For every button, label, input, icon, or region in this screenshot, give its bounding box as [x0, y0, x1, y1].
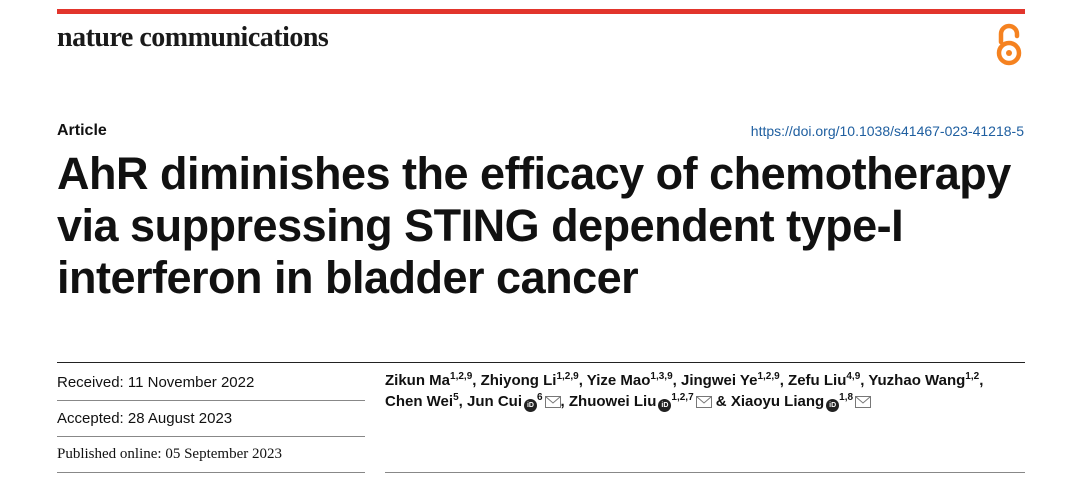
author-affiliation: 1,3,9: [650, 371, 673, 382]
author-separator: ,: [560, 393, 569, 410]
author-separator: &: [711, 393, 731, 410]
open-access-icon: [996, 23, 1022, 66]
mail-icon[interactable]: [544, 396, 561, 408]
author-name[interactable]: Zhuowei Liu: [568, 393, 657, 410]
author-affiliation: 1,2: [965, 371, 980, 382]
author-name[interactable]: Jun Cui: [466, 393, 522, 410]
author-name[interactable]: Chen Wei: [385, 393, 454, 410]
mail-icon[interactable]: [855, 396, 872, 408]
top-accent-bar: [57, 9, 1025, 14]
divider: [57, 400, 365, 401]
received-date: Received: 11 November 2022: [57, 374, 255, 391]
author-name[interactable]: Zefu Liu: [788, 372, 847, 389]
divider: [57, 436, 365, 437]
mail-icon[interactable]: [695, 396, 712, 408]
author-affiliation: 1,2,7: [671, 392, 694, 403]
published-date: Published online: 05 September 2023: [57, 446, 282, 462]
author-separator: ,: [458, 393, 467, 410]
author-name[interactable]: Xiaoyu Liang: [730, 393, 825, 410]
author-affiliation: 6: [536, 392, 543, 403]
author-affiliation: 5: [453, 392, 459, 403]
author-separator: ,: [860, 372, 869, 389]
journal-name: nature communications: [57, 22, 329, 53]
author-affiliation: 1,2,9: [556, 371, 579, 382]
article-title: AhR diminishes the efficacy of chemother…: [57, 148, 1011, 303]
accepted-date: Accepted: 28 August 2023: [57, 410, 233, 427]
author-name[interactable]: Jingwei Ye: [681, 372, 758, 389]
author-affiliation: 1,2,9: [757, 371, 780, 382]
author-name[interactable]: Zikun Ma: [385, 372, 451, 389]
author-separator: ,: [578, 372, 587, 389]
header-rule: [57, 362, 1025, 363]
orcid-icon[interactable]: iD: [826, 399, 840, 412]
author-list: Zikun Ma1,2,9, Zhiyong Li1,2,9, Yize Mao…: [385, 370, 1005, 412]
author-name[interactable]: Zhiyong Li: [480, 372, 557, 389]
author-affiliation: 4,9: [846, 371, 861, 382]
orcid-icon[interactable]: iD: [523, 399, 537, 412]
divider: [385, 472, 1025, 473]
author-separator: ,: [979, 372, 984, 389]
author-separator: ,: [672, 372, 681, 389]
orcid-icon[interactable]: iD: [658, 399, 672, 412]
author-affiliation: 1,8: [839, 392, 854, 403]
author-name[interactable]: Yuzhao Wang: [868, 372, 966, 389]
author-separator: ,: [779, 372, 789, 389]
author-separator: ,: [472, 372, 481, 389]
doi-link[interactable]: https://doi.org/10.1038/s41467-023-41218…: [750, 123, 1024, 139]
divider: [57, 472, 365, 473]
author-name[interactable]: Yize Mao: [586, 372, 651, 389]
author-affiliation: 1,2,9: [450, 371, 473, 382]
article-type-label: Article: [57, 122, 107, 139]
